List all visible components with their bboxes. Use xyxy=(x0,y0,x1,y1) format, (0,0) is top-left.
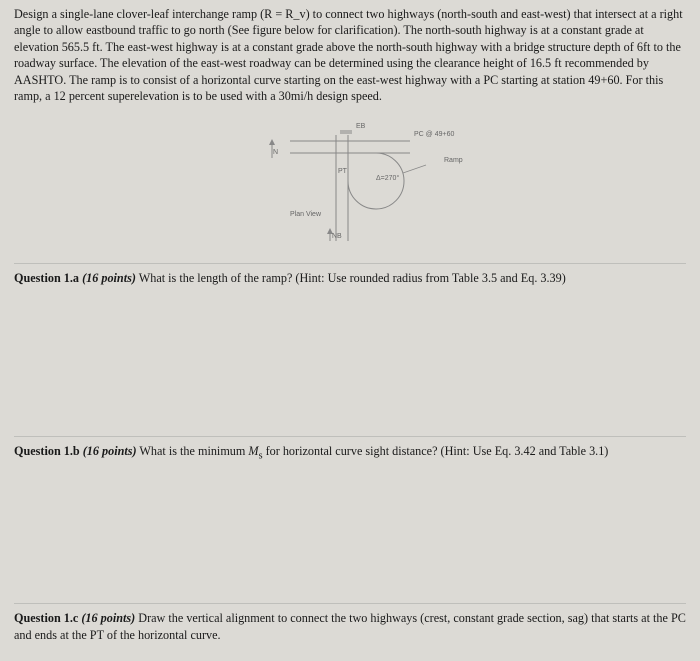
label-n: N xyxy=(273,149,278,156)
q1b-text-before: What is the minimum xyxy=(137,444,249,458)
answer-space-1b xyxy=(14,463,686,603)
q1a-text: What is the length of the ramp? (Hint: U… xyxy=(136,271,566,285)
q1b-points: (16 points) xyxy=(83,444,137,458)
label-pc: PC @ 49+60 xyxy=(414,131,454,138)
question-1b: Question 1.b (16 points) What is the min… xyxy=(14,436,686,463)
q1c-number: Question 1.c xyxy=(14,611,78,625)
q1b-number: Question 1.b xyxy=(14,444,80,458)
label-planview: Plan View xyxy=(290,211,321,218)
q1b-text-after: for horizontal curve sight distance? (Hi… xyxy=(263,444,609,458)
label-ramp: Ramp xyxy=(444,157,463,164)
q1c-points: (16 points) xyxy=(81,611,135,625)
answer-space-1a xyxy=(14,286,686,436)
label-nb: NB xyxy=(332,233,342,240)
label-pt: PT xyxy=(338,168,347,175)
plan-view-figure: EB PC @ 49+60 N PT Δ=270° Ramp Plan View… xyxy=(14,113,686,253)
label-delta: Δ=270° xyxy=(376,175,399,182)
q1a-number: Question 1.a xyxy=(14,271,79,285)
label-eb: EB xyxy=(356,123,365,130)
q1a-points: (16 points) xyxy=(82,271,136,285)
question-1c: Question 1.c (16 points) Draw the vertic… xyxy=(14,603,686,643)
intro-paragraph: Design a single-lane clover-leaf interch… xyxy=(14,6,686,105)
question-1a: Question 1.a (16 points) What is the len… xyxy=(14,263,686,286)
q1b-ms: M xyxy=(248,444,258,458)
